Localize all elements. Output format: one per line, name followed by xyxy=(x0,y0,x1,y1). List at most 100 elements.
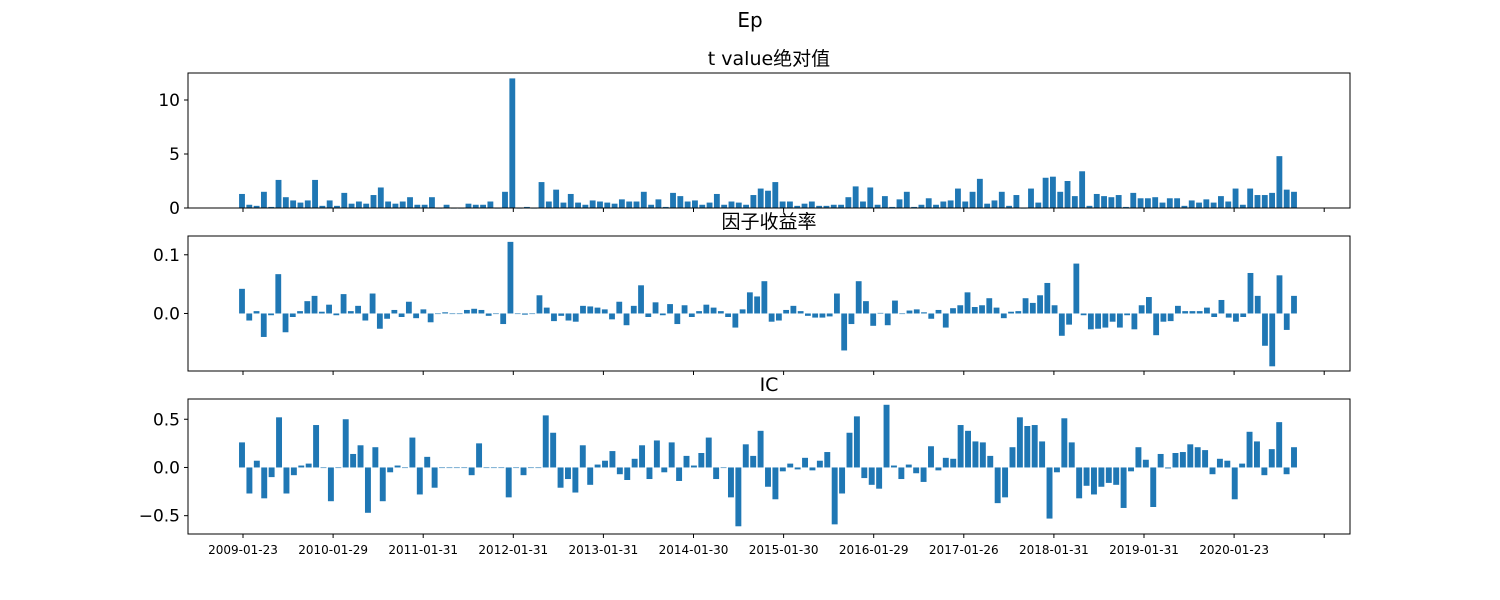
bar xyxy=(327,467,334,502)
bar xyxy=(677,196,684,208)
x-tick-label: 2013-01-31 xyxy=(569,543,639,557)
bar xyxy=(991,200,998,208)
bar xyxy=(1098,467,1105,487)
bar xyxy=(867,187,874,208)
bar xyxy=(623,313,630,326)
bar xyxy=(1123,206,1129,208)
bar xyxy=(765,190,771,208)
bar xyxy=(855,281,862,314)
bar xyxy=(1086,205,1093,208)
bar xyxy=(1209,467,1216,475)
bar xyxy=(1276,156,1283,208)
bar xyxy=(1076,467,1083,499)
bar xyxy=(572,313,579,322)
bar xyxy=(253,311,260,314)
bar xyxy=(728,201,735,208)
bar xyxy=(1093,193,1100,208)
x-tick-label: 2014-01-30 xyxy=(659,543,729,557)
bar xyxy=(881,196,888,208)
bar xyxy=(290,467,297,476)
bar xyxy=(1167,313,1174,322)
bar xyxy=(903,191,910,208)
bar xyxy=(589,200,596,208)
bar xyxy=(772,182,779,208)
bar xyxy=(761,281,768,314)
bar xyxy=(558,313,565,316)
bar xyxy=(1101,196,1107,208)
bar xyxy=(794,467,801,470)
bar xyxy=(683,455,690,468)
bar xyxy=(786,201,793,208)
x-tick-label: 2010-01-29 xyxy=(298,543,368,557)
bar xyxy=(461,467,468,469)
bar xyxy=(522,313,528,315)
bar xyxy=(246,467,253,494)
bar xyxy=(260,191,267,208)
bar xyxy=(1182,311,1189,314)
bar xyxy=(543,307,550,314)
bar xyxy=(1079,171,1086,208)
bar xyxy=(928,313,935,319)
bar xyxy=(326,304,332,314)
bar xyxy=(994,467,1001,504)
bar xyxy=(1031,425,1038,468)
bar xyxy=(535,467,542,469)
bar xyxy=(1202,450,1209,468)
bar xyxy=(379,467,386,502)
bar xyxy=(670,192,676,208)
bar xyxy=(809,467,816,471)
bar xyxy=(1144,198,1151,208)
y-tick-label: −0.5 xyxy=(139,507,180,527)
bar xyxy=(1116,313,1123,328)
bar xyxy=(942,457,949,468)
bar xyxy=(653,440,660,468)
x-tick-label: 2020-01-23 xyxy=(1199,543,1269,557)
bar xyxy=(713,193,720,208)
bar xyxy=(1002,467,1009,498)
bar xyxy=(377,187,384,208)
bar xyxy=(449,313,456,315)
bar xyxy=(500,313,507,325)
bar xyxy=(720,467,727,469)
bar xyxy=(964,292,971,314)
bar xyxy=(246,313,253,321)
bar xyxy=(746,292,753,314)
bar xyxy=(618,199,625,208)
bar xyxy=(333,313,340,316)
bar xyxy=(925,198,932,208)
bar xyxy=(348,203,355,208)
bar xyxy=(797,311,804,314)
bar xyxy=(394,465,401,468)
bar xyxy=(725,313,731,317)
bar xyxy=(1210,202,1217,208)
y-tick-label: 10 xyxy=(158,91,180,111)
bar xyxy=(1269,313,1276,367)
x-tick-label: 2018-01-31 xyxy=(1019,543,1089,557)
bar xyxy=(787,463,794,468)
bar xyxy=(957,305,964,314)
x-tick-label: 2019-01-31 xyxy=(1109,543,1179,557)
bar xyxy=(667,304,673,314)
bar xyxy=(892,300,898,314)
bar xyxy=(480,204,487,208)
bar xyxy=(1157,453,1164,468)
bar xyxy=(868,467,875,485)
bar xyxy=(1009,447,1016,468)
bar xyxy=(950,458,957,468)
bar xyxy=(626,201,633,208)
bar xyxy=(405,301,412,314)
bar xyxy=(1203,199,1210,208)
bar xyxy=(239,193,245,208)
bar xyxy=(334,205,340,208)
bar xyxy=(1218,299,1225,314)
bar xyxy=(717,311,724,314)
bar xyxy=(757,430,764,468)
bar xyxy=(498,467,505,469)
bar xyxy=(1008,311,1014,314)
bar xyxy=(1138,305,1145,314)
bar xyxy=(1254,195,1261,208)
bar xyxy=(913,309,920,314)
bar xyxy=(507,241,514,314)
bar xyxy=(557,467,564,488)
figure-title: Ep xyxy=(737,8,763,32)
